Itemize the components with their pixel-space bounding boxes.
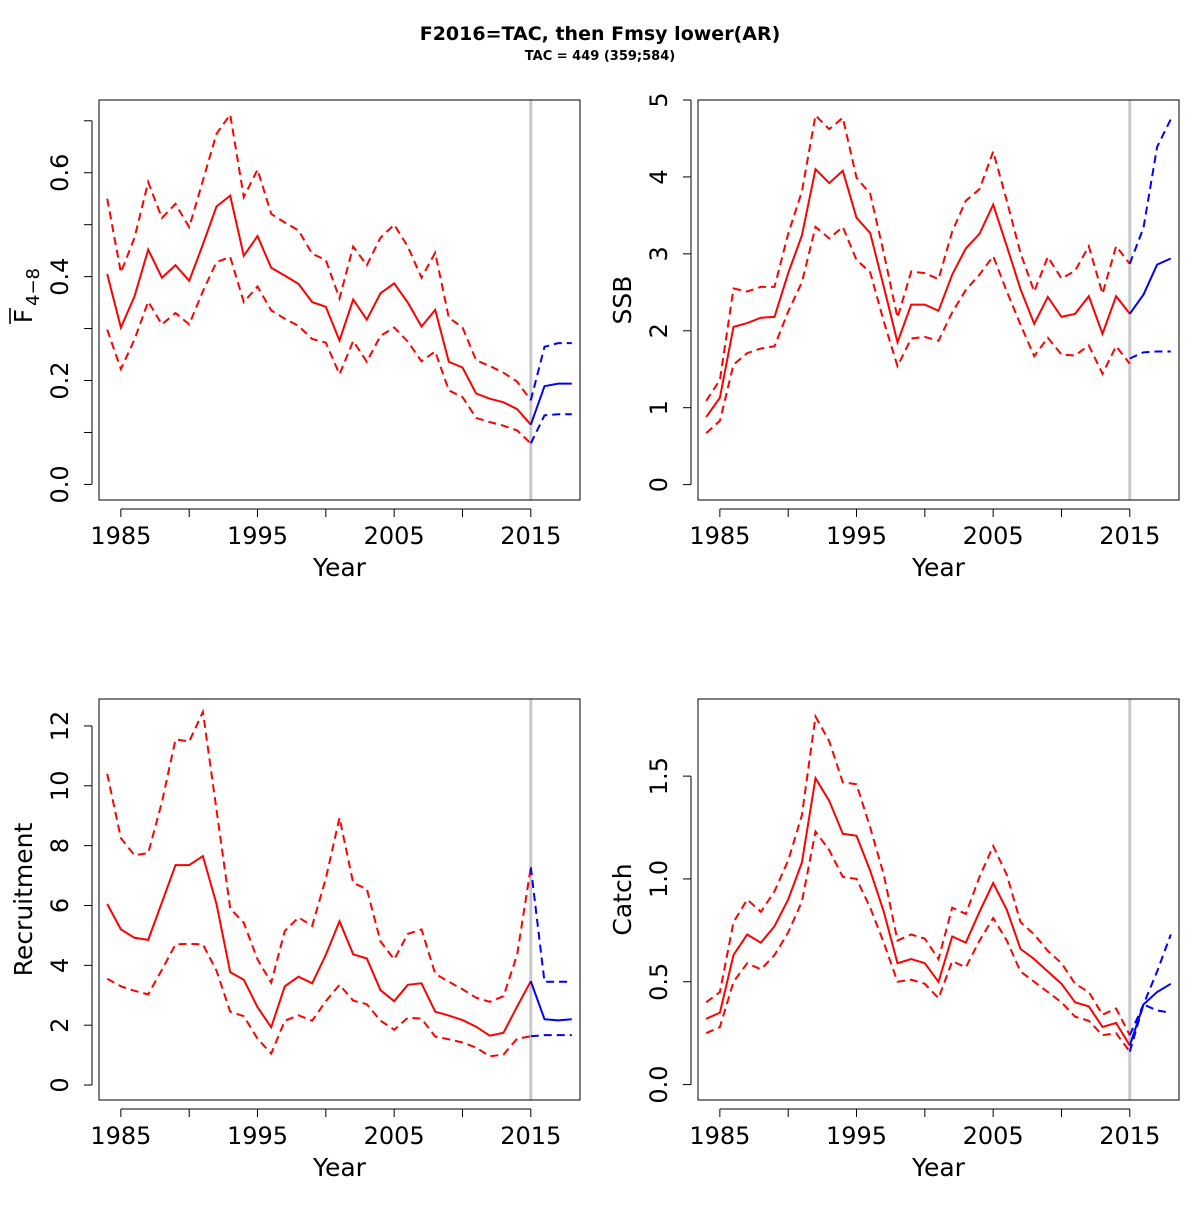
y-axis-label: Catch bbox=[608, 863, 637, 935]
y-tick-label: 8 bbox=[46, 838, 74, 853]
x-axis-label: Year bbox=[312, 553, 367, 582]
series-projection-upper bbox=[1128, 934, 1172, 1036]
panel-ssb: 1985 1995 2005 2015 Year 0 1 2 3 4 5 SSB bbox=[608, 92, 1180, 582]
series-projection-upper bbox=[529, 867, 572, 983]
x-tick-label: 2015 bbox=[500, 1122, 561, 1150]
y-tick-label: 1.0 bbox=[645, 860, 673, 898]
panels: 1985 1995 2005 2015Year0.00.20.40.6F4−81985… bbox=[9, 92, 1180, 1182]
series-historical-upper bbox=[106, 708, 532, 1003]
y-tick-label: 2 bbox=[645, 323, 673, 338]
y-tick-label: 0.4 bbox=[46, 258, 74, 296]
x-tick-label: 1995 bbox=[227, 522, 288, 550]
panel-recruitment: 1985 1995 2005 2015 Year 0 2 4 6 8 10 12 Recruitment bbox=[9, 698, 581, 1182]
x-axis-label: Year bbox=[911, 1153, 966, 1182]
series-historical-lower bbox=[106, 942, 531, 1058]
x-tick-label: 1995 bbox=[826, 1122, 887, 1150]
y-tick-label: 1 bbox=[645, 400, 673, 415]
y-axis-label: Recruitment bbox=[9, 822, 38, 976]
y-tick-label: 12 bbox=[46, 711, 74, 742]
series-historical-lower bbox=[705, 225, 1131, 434]
x-tick-label: 2005 bbox=[963, 522, 1024, 550]
y-tick-label: 4 bbox=[645, 169, 673, 184]
x-tick-label: 1985 bbox=[689, 1122, 750, 1150]
x-axis-label: Year bbox=[312, 1153, 367, 1182]
series-projection-lower bbox=[529, 413, 572, 444]
series-historical-lower bbox=[106, 255, 532, 445]
y-tick-label: 6 bbox=[46, 898, 74, 913]
y-tick-label: 0.5 bbox=[645, 963, 673, 1001]
series-historical-upper bbox=[705, 713, 1131, 1036]
plot-frame bbox=[98, 99, 581, 501]
x-tick-label: 2015 bbox=[1099, 1122, 1160, 1150]
series-historical-median bbox=[705, 775, 1131, 1047]
y-tick-label: 0.0 bbox=[46, 465, 74, 503]
x-axis-label: Year bbox=[911, 553, 966, 582]
y-tick-label: 4 bbox=[46, 958, 74, 973]
x-tick-label: 2005 bbox=[364, 1122, 425, 1150]
series-projection-lower bbox=[1129, 350, 1171, 360]
x-tick-label: 2005 bbox=[364, 522, 425, 550]
panel-catch: 1985 1995 2005 2015 Year 0.0 0.5 1.0 1.5 Catch bbox=[608, 698, 1180, 1182]
series-historical-upper bbox=[106, 111, 532, 401]
y-tick-label: 0 bbox=[46, 1077, 74, 1092]
series-historical-median bbox=[106, 193, 532, 426]
series-historical-lower bbox=[705, 829, 1131, 1053]
x-tick-label: 2015 bbox=[1099, 522, 1160, 550]
x-tick-label: 2015 bbox=[500, 522, 561, 550]
figure-subtitle: TAC = 449 (359;584) bbox=[525, 49, 675, 64]
series-historical-median bbox=[705, 167, 1131, 418]
y-axis-label: F 4−8 bbox=[9, 268, 44, 324]
plot-frame bbox=[697, 698, 1180, 1101]
x-tick-label: 1985 bbox=[689, 522, 750, 550]
figure-title: F2016=TAC, then Fmsy lower(AR) bbox=[420, 23, 781, 45]
y-tick-label: 10 bbox=[46, 771, 74, 802]
y-tick-label: 2 bbox=[46, 1018, 74, 1033]
y-tick-label: 1.5 bbox=[645, 757, 673, 795]
series-projection-median bbox=[529, 980, 572, 1022]
y-axis-label: SSB bbox=[608, 276, 637, 325]
series-projection-median bbox=[1128, 982, 1172, 1046]
series-projection-upper bbox=[1128, 118, 1172, 265]
series-projection-lower bbox=[1128, 1003, 1171, 1052]
y-axis-label-main: F bbox=[9, 309, 38, 323]
y-tick-label: 0.2 bbox=[46, 361, 74, 399]
x-tick-label: 1985 bbox=[90, 522, 151, 550]
x-tick-label: 1995 bbox=[227, 1122, 288, 1150]
y-tick-label: 5 bbox=[645, 92, 673, 107]
series-projection-upper bbox=[529, 342, 572, 401]
x-tick-label: 1995 bbox=[826, 522, 887, 550]
x-tick-label: 1985 bbox=[90, 1122, 151, 1150]
series-historical-upper bbox=[705, 113, 1131, 402]
x-tick-label: 2005 bbox=[963, 1122, 1024, 1150]
y-tick-label: 3 bbox=[645, 246, 673, 261]
series-historical-median bbox=[106, 854, 532, 1037]
y-axis-label-subscript: 4−8 bbox=[23, 268, 44, 306]
series-projection-median bbox=[1128, 257, 1172, 315]
panel-fbar: 1985 1995 2005 2015 Year 0.0 0.2 0.4 0.6 F 4−8 bbox=[9, 99, 581, 582]
plot-frame bbox=[98, 698, 581, 1101]
y-tick-label: 0.6 bbox=[46, 154, 74, 192]
y-tick-label: 0 bbox=[645, 477, 673, 492]
series-projection-lower bbox=[530, 1034, 572, 1038]
plot-frame bbox=[697, 99, 1180, 501]
series-projection-median bbox=[529, 382, 572, 426]
y-tick-label: 0.0 bbox=[645, 1065, 673, 1103]
